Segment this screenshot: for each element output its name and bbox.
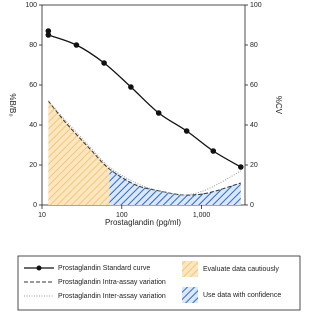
region-area [109,169,241,205]
legend-label: Prostaglandin Inter-assay variation [58,293,166,300]
x-tick-label: 1,000 [193,212,211,219]
data-point [210,148,217,154]
y2-tick-label: 20 [250,162,258,169]
y-tick-label: 40 [29,122,37,129]
y2-axis-label: %CV [274,96,283,115]
chart: Prostaglandin (pg/ml) %B/B₀ %CV 0 20 40 60 8… [8,2,301,311]
y-axis-label: %B/B₀ [8,93,17,116]
series-line [47,100,242,196]
legend-box [17,255,301,311]
legend-label: Prostaglandin Standard curve [58,265,150,272]
legend-label: Evaluate data cautiously [203,266,279,273]
legend-marker [36,265,42,271]
x-tick-label: 10 [38,212,46,219]
legend-label: Prostaglandin Intra-assay variation [58,279,166,286]
series-line [47,100,241,196]
data-point [183,128,190,134]
data-point [155,110,162,116]
y-tick-label: 100 [25,2,37,9]
region-area [48,101,110,205]
data-point [73,42,80,48]
y2-tick-label: 0 [250,202,254,209]
y-tick-label: 0 [33,202,37,209]
y2-tick-label: 100 [250,2,262,9]
data-point [237,164,244,170]
legend-label: Use data with confidence [203,292,281,299]
data-point [45,28,52,34]
legend-swatch [182,287,198,303]
y2-tick-label: 80 [250,42,258,49]
data-point [45,32,52,38]
x-tick-label: 100 [116,212,128,219]
x-axis-label: Prostaglandin (pg/ml) [105,218,181,227]
data-point [101,60,107,66]
legend-swatch [182,261,198,277]
y2-tick-label: 40 [250,122,258,129]
y2-tick-label: 60 [250,82,258,89]
y-tick-label: 60 [29,82,37,89]
y-tick-label: 20 [29,162,37,169]
data-point [128,84,134,90]
y-tick-label: 80 [29,42,37,49]
